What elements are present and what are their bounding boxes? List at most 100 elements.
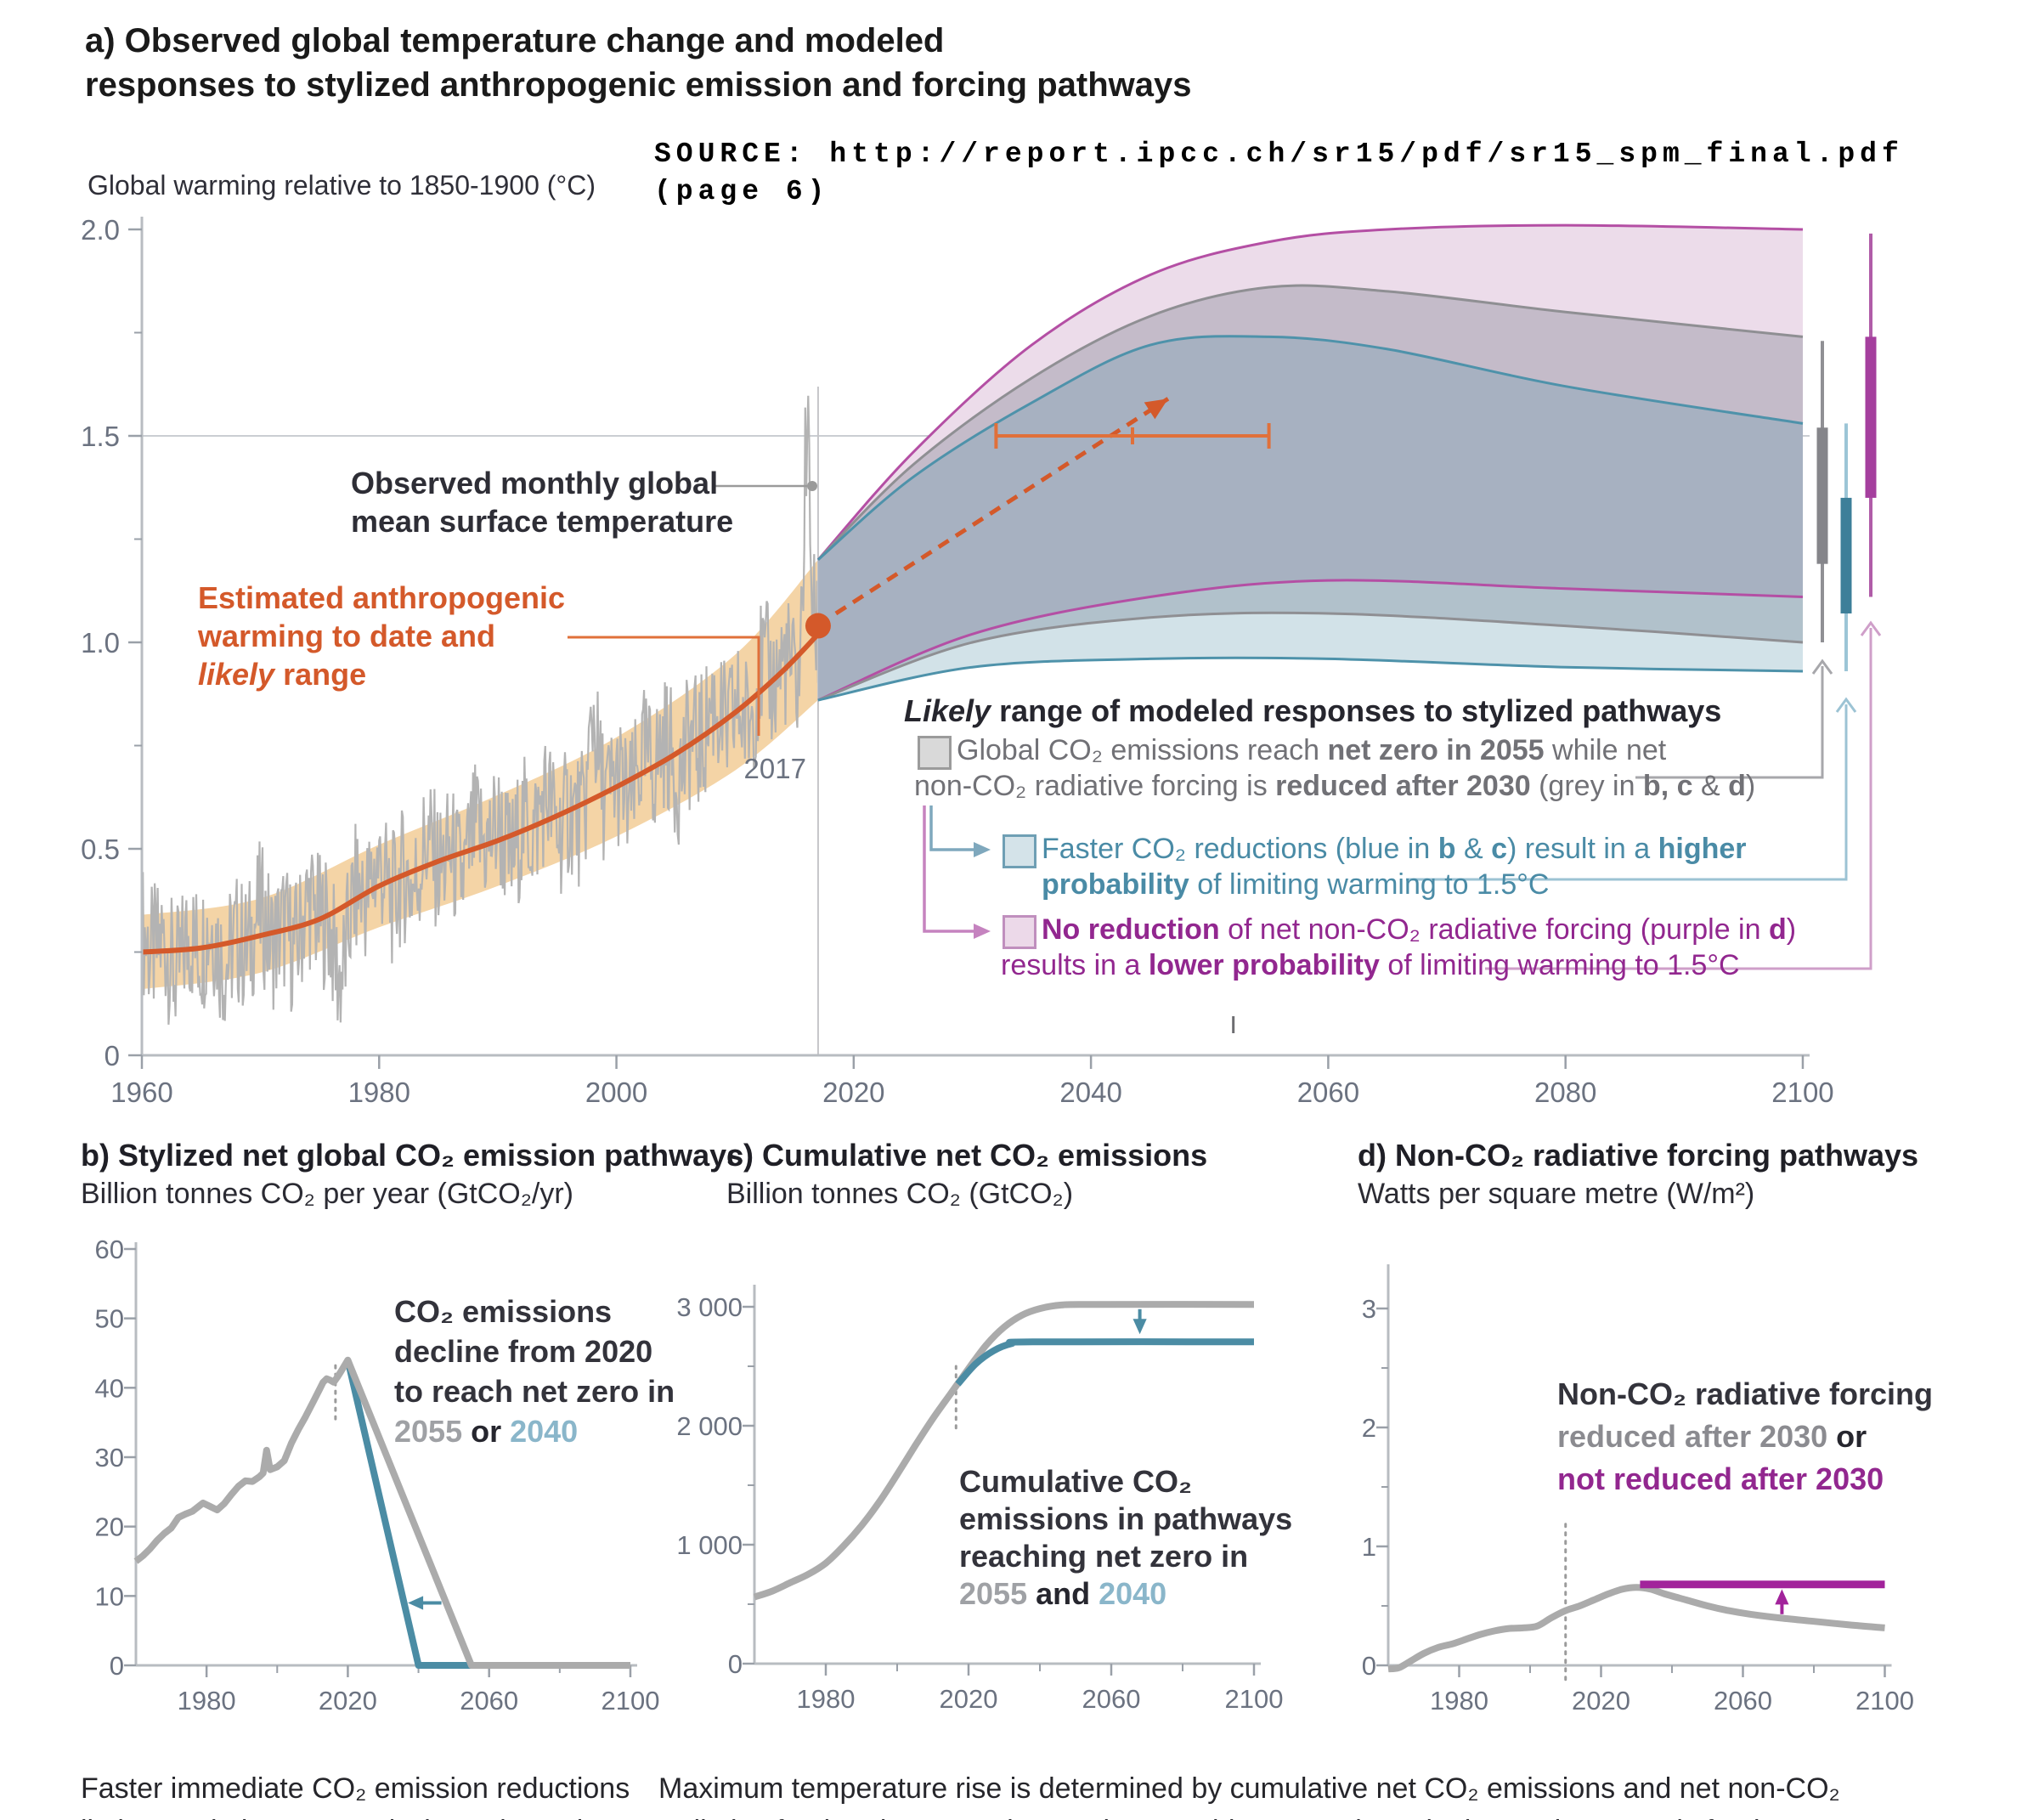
text-part: (grey in <box>1530 770 1643 802</box>
panel-b-annotation-line3: to reach net zero in <box>394 1374 675 1409</box>
anthro-annotation-line1: Estimated anthropogenic <box>198 580 566 615</box>
panel-d-annotation-line2: reduced after 2030 or <box>1557 1416 1933 1458</box>
text-part: Global CO₂ emissions reach <box>957 734 1328 766</box>
text-part: and <box>1027 1576 1099 1611</box>
text-part: d <box>1768 913 1787 946</box>
y-tick-label: 30 <box>95 1443 124 1472</box>
legend-blue-line2: probability of limiting warming to 1.5°C <box>1042 867 1549 902</box>
text-part: range of modeled responses to stylized p… <box>991 693 1722 728</box>
text-part: likely <box>198 657 275 692</box>
panel-b-title: b) Stylized net global CO₂ emission path… <box>81 1138 744 1173</box>
text-part: reduced after 2030 <box>1275 770 1531 802</box>
observed-annotation: Observed monthly global mean surface tem… <box>351 464 733 540</box>
legend-grey-line2: non-CO₂ radiative forcing is reduced aft… <box>914 768 1755 804</box>
source-page: (page 6) <box>654 176 830 207</box>
text-part: 2055 <box>959 1576 1028 1611</box>
anthro-annotation-line2: warming to date and <box>198 619 496 653</box>
y-tick-label: 2 000 <box>676 1411 743 1441</box>
bar-connector-line <box>1635 666 1824 779</box>
plume-grey-fill <box>817 285 1803 700</box>
text-part: not reduced after 2030 <box>1557 1461 1884 1496</box>
x-tick-label: 2060 <box>1297 1077 1359 1108</box>
x-tick-label: 2020 <box>319 1686 377 1715</box>
y-tick-label: 3 <box>1362 1294 1376 1324</box>
panel-d-annotation-line1: Non-CO₂ radiative forcing <box>1557 1376 1934 1411</box>
figure-title-line1: a) Observed global temperature change an… <box>85 22 945 59</box>
y-tick-label: 3 000 <box>676 1292 743 1322</box>
y-tick-label: 0.5 <box>81 834 120 865</box>
observed-annotation-line2: mean surface temperature <box>351 504 734 539</box>
legend-purple-line1: No reduction of net non-CO₂ radiative fo… <box>1042 912 1796 947</box>
legend-tree-blue-line <box>929 805 977 851</box>
text-part: while net <box>1544 734 1667 766</box>
vline-2017-label: 2017 <box>744 753 806 784</box>
y-tick-label: 0 <box>110 1651 124 1681</box>
panel-c-title: c) Cumulative net CO₂ emissions <box>726 1138 1208 1173</box>
x-tick-label: 2060 <box>460 1686 518 1715</box>
y-tick-label: 2.0 <box>81 214 120 246</box>
y-tick-label: 40 <box>95 1373 124 1403</box>
x-tick-label: 1980 <box>1430 1686 1488 1715</box>
y-tick-label: 1.5 <box>81 421 120 452</box>
x-tick-label: 2060 <box>1714 1686 1772 1715</box>
panel-d-annotation-line3: not reduced after 2030 <box>1557 1458 1933 1501</box>
text-part: of limiting warming to 1.5°C <box>1379 949 1740 981</box>
x-tick-label: 2020 <box>940 1684 998 1714</box>
x-tick-label: 2100 <box>601 1686 659 1715</box>
plume-blue-fill <box>817 336 1803 700</box>
panel-b-subtitle: Billion tonnes CO₂ per year (GtCO₂/yr) <box>81 1178 574 1210</box>
bar-blue-box <box>1840 497 1852 613</box>
bar-connector-line <box>1485 628 1872 970</box>
anthro-warming-line <box>141 632 821 955</box>
text-part: reduced after 2030 <box>1557 1419 1828 1454</box>
panel-d-arrow-icon <box>1775 1589 1789 1605</box>
legend-swatch-purple-icon <box>1003 915 1036 949</box>
anthro-annotation: Estimated anthropogenic warming to date … <box>198 579 565 693</box>
y-tick-label: 60 <box>95 1235 124 1264</box>
observed-annotation-line1: Observed monthly global <box>351 466 719 500</box>
legend-grey-line1: Global CO₂ emissions reach net zero in 2… <box>957 732 1666 768</box>
figure-title: a) Observed global temperature change an… <box>85 19 1191 107</box>
y-tick-label: 1.0 <box>81 627 120 658</box>
caption-left-line1: Faster immediate CO₂ emission reductions <box>81 1772 630 1805</box>
panel-d-annotation: Non-CO₂ radiative forcing reduced after … <box>1557 1373 1933 1501</box>
text-part: c <box>1491 833 1508 865</box>
text-part: d <box>1728 770 1746 802</box>
x-tick-label: 2000 <box>585 1077 647 1108</box>
x-tick-label: 1980 <box>797 1684 856 1714</box>
anthro-annotation-line3: likely range <box>198 655 565 693</box>
bar-connector-line <box>1406 704 1848 881</box>
y-tick-label: 2 <box>1362 1413 1376 1443</box>
source-url: SOURCE: http://report.ipcc.ch/sr15/pdf/s… <box>654 138 1904 170</box>
x-tick-label: 1980 <box>348 1077 410 1108</box>
dashed-warming-arrowhead-icon <box>1144 398 1168 420</box>
legend-tree-blue-arrow-icon <box>974 842 991 857</box>
legend-swatch-grey-icon <box>918 736 952 770</box>
caption-left: Faster immediate CO₂ emission reductions… <box>81 1767 630 1820</box>
text-part: b, c <box>1642 770 1693 802</box>
text-part: probability <box>1042 868 1189 901</box>
panel-c-annotation: Cumulative CO₂ emissions in pathways rea… <box>959 1463 1292 1613</box>
text-part: or <box>1827 1419 1867 1454</box>
text-part: & <box>1692 770 1729 802</box>
observed-pointer-dot <box>807 481 817 491</box>
bar-connector-arrow-icon <box>1835 697 1857 713</box>
legend-tree-purple-arrow-icon <box>974 924 991 939</box>
text-part: ) <box>1786 913 1797 946</box>
text-part: b <box>1437 833 1456 865</box>
plume-purple-fill <box>817 225 1803 701</box>
y-tick-label: 0 <box>104 1040 120 1071</box>
text-part: 2040 <box>510 1414 579 1449</box>
caption-left-line2: limit cumulative CO₂ emissions shown in <box>81 1810 630 1820</box>
x-tick-label: 1980 <box>178 1686 236 1715</box>
panel-b-annotation-line4: 2055 or 2040 <box>394 1411 675 1451</box>
panel-b-grey-pathway <box>133 1356 630 1669</box>
text-part: ) result in a <box>1507 833 1658 865</box>
text-part: Faster CO₂ reductions (blue in <box>1042 833 1438 865</box>
plume-purple-top-line <box>816 223 1804 561</box>
bar-connector-arrow-icon <box>1860 620 1882 636</box>
text-part: higher <box>1658 833 1747 865</box>
x-tick-label: 2040 <box>1059 1077 1121 1108</box>
text-part: of limiting warming to 1.5°C <box>1189 868 1550 901</box>
